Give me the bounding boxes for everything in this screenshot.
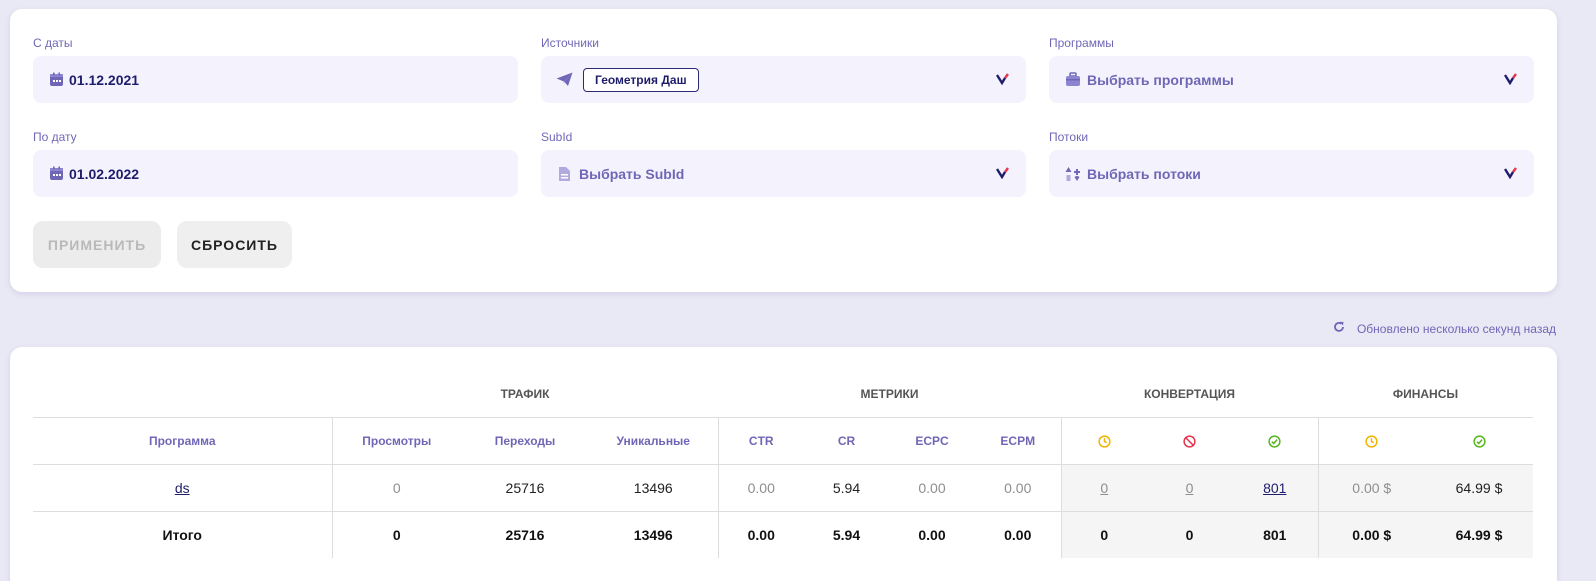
col-ecpm[interactable]: ECPM [975,417,1062,465]
subid-select[interactable]: Выбрать SubId [541,150,1026,197]
briefcase-icon [1064,71,1081,88]
cell-clicks: 25716 [461,464,589,512]
group-finance: ФИНАНСЫ [1318,371,1533,418]
cell-unique: 13496 [589,464,719,512]
cell-ecpm: 0.00 [975,464,1062,512]
send-icon [556,71,573,88]
check-circle-icon [1268,435,1281,448]
col-program[interactable]: Программа [33,417,333,465]
source-chip[interactable]: Геометрия Даш [583,67,699,92]
table-row: ds 0 25716 13496 0.00 5.94 0.00 0.00 0 0… [33,464,1533,512]
to-date-value: 01.02.2022 [69,165,140,182]
cell-ecpc: 0.00 [889,464,975,512]
programs-placeholder: Выбрать программы [1087,71,1234,88]
clock-icon [1098,435,1111,448]
cell-views: 0 [332,464,461,512]
group-metrics: МЕТРИКИ [718,371,1061,418]
col-views[interactable]: Просмотры [332,417,461,465]
col-fin-pending[interactable] [1318,417,1425,465]
calendar-icon [48,165,65,182]
stats-table: ТРАФИК МЕТРИКИ КОНВЕРТАЦИЯ ФИНАНСЫ Прогр… [33,371,1533,558]
refresh-icon[interactable] [1333,321,1345,336]
sources-select[interactable]: Геометрия Даш [541,56,1026,103]
col-cr[interactable]: CR [804,417,889,465]
total-ecpc: 0.00 [918,526,946,543]
group-traffic: ТРАФИК [332,371,718,418]
program-link[interactable]: ds [174,479,190,496]
col-conv-rejected[interactable] [1147,417,1232,465]
subid-placeholder: Выбрать SubId [579,165,685,182]
total-unique: 13496 [589,511,719,558]
col-ctr[interactable]: CTR [718,417,804,465]
filters-card: С даты 01.12.2021 По дату 01.02.2022 Ист… [10,9,1557,292]
reset-button[interactable]: СБРОСИТЬ [177,221,292,268]
updated-status: Обновлено несколько секунд назад [1333,321,1556,336]
conv-pending-link[interactable]: 0 [1100,479,1109,496]
to-date-field[interactable]: 01.02.2022 [33,150,518,197]
updated-text: Обновлено несколько секунд назад [1356,321,1556,336]
streams-label: Потоки [1049,130,1089,144]
from-date-field[interactable]: 01.12.2021 [33,56,518,103]
cell-fin-approved: 64.99 $ [1425,464,1533,512]
group-conversion: КОНВЕРТАЦИЯ [1061,371,1318,418]
col-unique[interactable]: Уникальные [589,417,719,465]
col-clicks[interactable]: Переходы [461,417,589,465]
total-clicks: 25716 [505,526,545,543]
clock-icon [1365,435,1378,448]
apply-button[interactable]: ПРИМЕНИТЬ [33,221,161,268]
check-circle-icon [1472,435,1486,448]
programs-select[interactable]: Выбрать программы [1049,56,1534,103]
from-date-label: С даты [33,36,73,50]
programs-label: Программы [1049,36,1114,50]
conv-rejected-link[interactable]: 0 [1185,479,1194,496]
stats-table-card: ТРАФИК МЕТРИКИ КОНВЕРТАЦИЯ ФИНАНСЫ Прогр… [10,347,1557,581]
col-conv-pending[interactable] [1061,417,1147,465]
total-conv-pending: 0 [1061,511,1147,558]
total-cr: 5.94 [832,526,861,543]
total-fin-approved: 64.99 $ [1425,511,1533,558]
cell-fin-pending: 0.00 $ [1318,464,1425,512]
cell-ctr: 0.00 [718,464,804,512]
subid-label: SubId [541,130,573,144]
to-date-label: По дату [33,130,77,144]
col-ecpc[interactable]: ECPC [889,417,975,465]
cell-cr: 5.94 [804,464,889,512]
total-fin-pending: 0.00 $ [1318,511,1425,558]
document-icon [556,165,573,182]
shapes-icon [1064,165,1081,182]
col-conv-approved[interactable] [1232,417,1319,465]
chevron-down-icon [1504,167,1517,179]
ban-icon [1183,435,1196,448]
chevron-down-icon [996,167,1009,179]
total-views: 0 [392,526,401,543]
streams-placeholder: Выбрать потоки [1087,165,1201,182]
sources-label: Источники [541,36,599,50]
total-label: Итого [33,511,333,558]
chevron-down-icon [996,73,1009,85]
col-fin-approved[interactable] [1425,417,1533,465]
total-conv-approved: 801 [1232,511,1319,558]
total-conv-rejected: 0 [1147,511,1232,558]
calendar-icon [48,71,65,88]
total-ecpm: 0.00 [975,511,1062,558]
total-ctr: 0.00 [747,526,775,543]
from-date-value: 01.12.2021 [69,71,140,88]
total-row: Итого 0 25716 13496 0.00 5.94 0.00 0.00 … [33,511,1533,558]
chevron-down-icon [1504,73,1517,85]
conv-approved-link[interactable]: 801 [1263,479,1287,496]
streams-select[interactable]: Выбрать потоки [1049,150,1534,197]
